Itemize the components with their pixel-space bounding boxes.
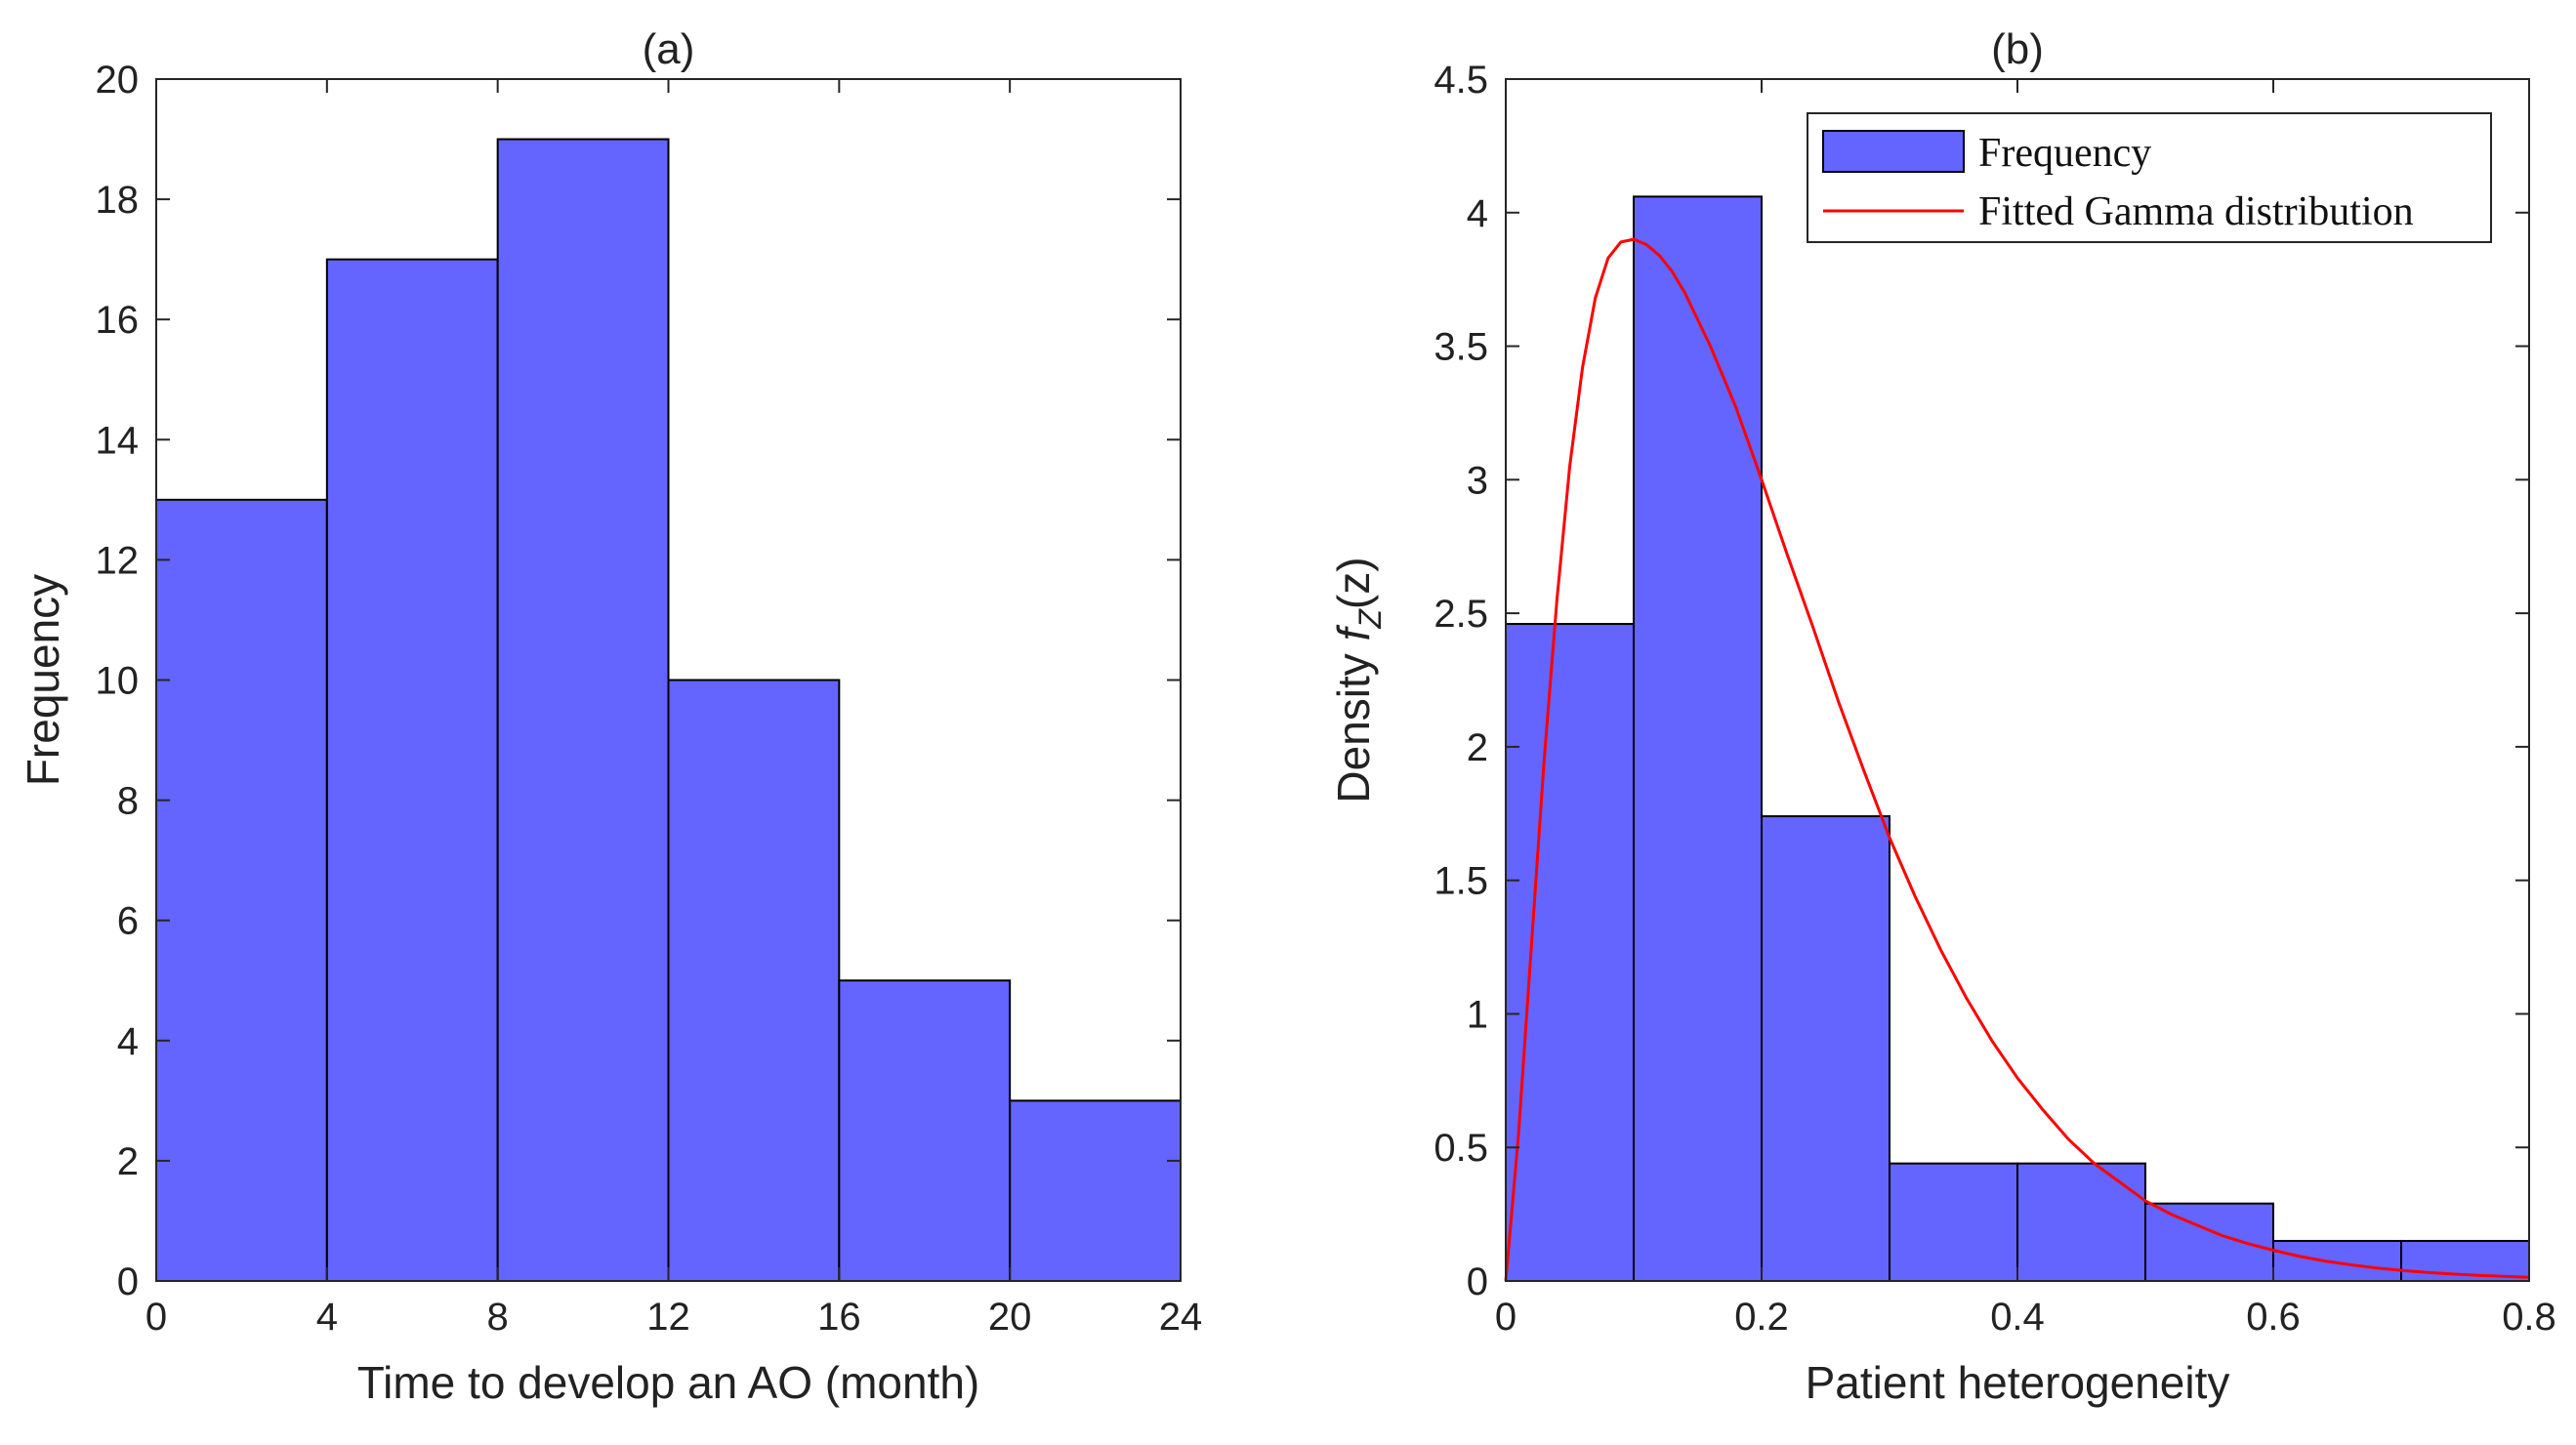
y-tick-label: 4.5 bbox=[1433, 59, 1488, 102]
y-tick-label: 3.5 bbox=[1433, 326, 1488, 369]
y-tick-label: 18 bbox=[96, 179, 140, 222]
histogram-bar bbox=[667, 679, 841, 1282]
y-tick-label: 12 bbox=[96, 539, 140, 582]
histogram-bar bbox=[838, 979, 1012, 1282]
x-tick-label: 0.6 bbox=[2246, 1296, 2301, 1339]
histogram-bar bbox=[2272, 1239, 2402, 1283]
y-tick-label: 2.5 bbox=[1433, 593, 1488, 636]
x-tick-label: 8 bbox=[487, 1296, 509, 1339]
histogram-bar bbox=[1761, 815, 1890, 1282]
y-tick-label: 0 bbox=[117, 1260, 139, 1303]
y-tick-label: 8 bbox=[117, 780, 139, 823]
y-axis-label: Frequency bbox=[18, 574, 68, 786]
chart-title: (a) bbox=[643, 25, 695, 73]
y-tick-label: 3 bbox=[1467, 459, 1488, 502]
legend: Frequency Fitted Gamma distribution bbox=[1807, 112, 2492, 243]
x-tick-label: 0.4 bbox=[1990, 1296, 2045, 1339]
y-tick-label: 0 bbox=[1467, 1260, 1488, 1303]
x-tick-label: 20 bbox=[988, 1296, 1032, 1339]
x-axis-label: Time to develop an AO (month) bbox=[357, 1357, 980, 1408]
x-tick-label: 4 bbox=[316, 1296, 338, 1339]
legend-swatch-bar bbox=[1822, 130, 1965, 173]
y-tick-label: 0.5 bbox=[1433, 1127, 1488, 1170]
bars bbox=[155, 138, 1182, 1283]
histogram-bar bbox=[496, 138, 670, 1282]
y-tick-label: 4 bbox=[1467, 192, 1488, 235]
x-tick-label: 0 bbox=[145, 1296, 167, 1339]
chart-title: (b) bbox=[1991, 25, 2044, 73]
y-tick-label: 20 bbox=[96, 59, 140, 102]
y-axis-label-argument: (z) bbox=[1328, 557, 1379, 609]
y-tick-label: 1.5 bbox=[1433, 860, 1488, 903]
x-tick-label: 0.2 bbox=[1734, 1296, 1789, 1339]
y-axis-label-subscript: Z bbox=[1352, 608, 1388, 630]
y-tick-label: 2 bbox=[117, 1140, 139, 1183]
x-tick-label: 0 bbox=[1495, 1296, 1517, 1339]
y-axis-label-text: Density bbox=[1328, 640, 1379, 803]
histogram-bar bbox=[1505, 623, 1635, 1282]
y-tick-label: 14 bbox=[96, 419, 140, 462]
y-axis-label-symbol: f bbox=[1328, 624, 1379, 640]
y-tick-label: 6 bbox=[117, 900, 139, 943]
y-tick-label: 1 bbox=[1467, 993, 1488, 1036]
y-tick-label: 10 bbox=[96, 660, 140, 703]
x-tick-label: 0.8 bbox=[2502, 1296, 2556, 1339]
histogram-bar bbox=[1633, 195, 1763, 1282]
x-tick-label: 16 bbox=[817, 1296, 861, 1339]
fitted-gamma-line bbox=[1504, 237, 2530, 1282]
histogram-bar bbox=[2016, 1162, 2146, 1282]
bars bbox=[1505, 195, 2530, 1283]
x-tick-label: 24 bbox=[1159, 1296, 1203, 1339]
y-tick-label: 2 bbox=[1467, 726, 1488, 769]
histogram-bar bbox=[1889, 1162, 2018, 1282]
legend-label-fitted-gamma: Fitted Gamma distribution bbox=[1978, 189, 2414, 234]
y-tick-label: 16 bbox=[96, 299, 140, 342]
histogram-bar bbox=[155, 498, 328, 1283]
y-axis-label: Density fZ(z) bbox=[1328, 557, 1388, 803]
histogram-panel-b: 0 0.2 0.4 0.6 0.8 0 0.5 1 1.5 2 2.5 3 3.5 4 4.5 (b) Pati… bbox=[1328, 25, 2556, 1408]
y-tick-label: 4 bbox=[117, 1020, 139, 1063]
x-tick-label: 12 bbox=[646, 1296, 690, 1339]
histogram-bar bbox=[325, 258, 499, 1282]
histogram-bar bbox=[1009, 1099, 1182, 1282]
x-axis-label: Patient heterogeneity bbox=[1806, 1357, 2230, 1408]
legend-label-frequency: Frequency bbox=[1978, 131, 2151, 176]
histogram-bar bbox=[2144, 1202, 2274, 1283]
